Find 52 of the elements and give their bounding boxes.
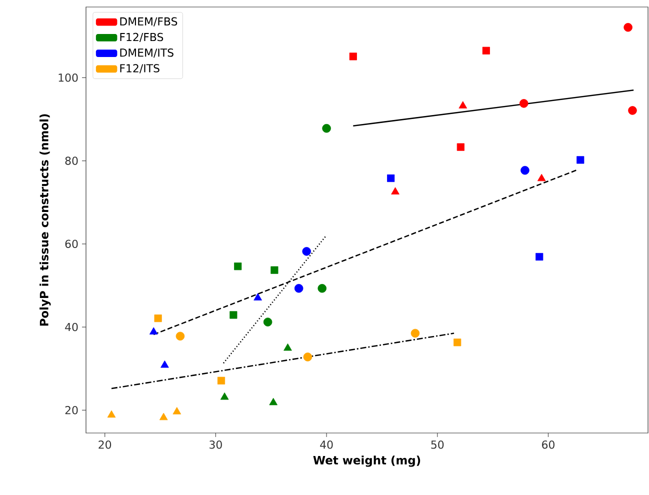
point [303, 352, 312, 362]
legend-label: F12/ITS [120, 64, 160, 74]
point [294, 284, 304, 293]
point [456, 143, 464, 151]
point [270, 266, 278, 274]
point [520, 166, 530, 175]
point [576, 156, 584, 164]
point [149, 327, 158, 334]
point [284, 343, 292, 351]
point [254, 293, 262, 300]
point [263, 318, 272, 326]
point [349, 52, 357, 60]
legend-label: F12/FBS [120, 32, 164, 42]
x-tick-label: 60 [542, 440, 554, 449]
legend-label: DMEM/FBS [120, 17, 178, 26]
point [176, 332, 185, 341]
point [107, 410, 116, 418]
x-tick-label: 50 [431, 440, 444, 449]
point [154, 314, 162, 322]
y-tick-label: 40 [65, 322, 78, 332]
point [482, 46, 490, 54]
x-tick-label: 20 [98, 440, 112, 449]
point [217, 376, 226, 384]
y-tick-label: 100 [58, 74, 78, 82]
point [322, 124, 331, 133]
point [318, 284, 326, 293]
point [628, 106, 637, 115]
point [454, 338, 462, 346]
point [230, 311, 238, 319]
point [269, 398, 278, 406]
x-tick-label: 30 [210, 440, 222, 449]
point [537, 174, 546, 182]
y-axis-title: PolyP in tissue constructs (nmol) [40, 114, 51, 326]
point [458, 101, 468, 108]
point [302, 246, 311, 256]
x-tick-label: 40 [320, 440, 333, 449]
point [172, 407, 182, 414]
point [624, 22, 632, 32]
y-tick-label: 80 [65, 156, 78, 165]
legend-label: DMEM/ITS [120, 48, 174, 58]
point [159, 412, 168, 420]
point [519, 99, 528, 108]
point [160, 360, 169, 368]
y-tick-label: 20 [65, 406, 78, 414]
point [391, 187, 400, 194]
point [410, 328, 420, 338]
point [387, 174, 395, 182]
y-tick-label: 60 [65, 240, 78, 248]
x-axis-title: Wet weight (mg) [313, 456, 420, 467]
point [220, 392, 229, 400]
point [536, 252, 544, 261]
point [234, 262, 242, 270]
